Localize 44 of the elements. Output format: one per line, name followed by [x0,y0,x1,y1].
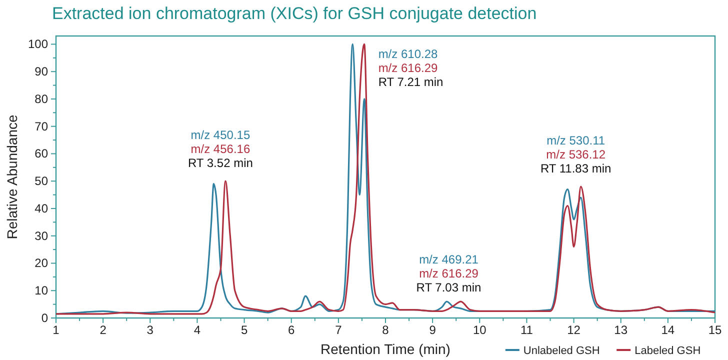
x-tick-label: 10 [472,323,487,337]
annotation: RT 7.21 min [378,75,444,90]
y-tick-label: 30 [34,228,48,243]
line-series [56,43,715,315]
x-tick-label: 12 [567,323,581,337]
annotation: m/z 469.21 [419,252,479,267]
annotation: m/z 616.29 [419,266,479,281]
y-tick-label: 100 [28,37,48,52]
y-tick-label: 20 [34,256,48,270]
annotation: m/z 456.16 [190,142,250,156]
x-tick-label: 4 [194,323,201,337]
annotation: RT 11.83 min [540,162,612,176]
annotation: m/z 530.11 [546,134,606,148]
legend-label: Unlabeled GSH [523,345,600,357]
y-tick-label: 90 [34,64,48,79]
x-tick-label: 8 [382,323,390,337]
x-tick-label: 3 [146,323,154,337]
x-tick-label: 15 [708,323,722,337]
y-tick-label: 70 [34,119,48,134]
annotation: RT 3.52 min [188,156,253,170]
x-tick-label: 1 [52,323,60,337]
y-axis-title: Relative Abundance [4,114,20,240]
annotation: m/z 616.29 [378,61,438,76]
x-tick-label: 7 [335,323,342,337]
annotation: m/z 610.28 [378,47,438,62]
y-tick-label: 0 [41,311,48,325]
x-tick-label: 11 [520,323,534,337]
x-tick-label: 13 [614,323,628,337]
y-tick-label: 60 [34,146,48,161]
x-axis-title: Retention Time (min) [320,341,450,357]
y-tick-label: 10 [34,284,48,298]
y-tick-label: 40 [34,201,48,216]
annotation: m/z 536.12 [546,148,606,162]
y-tick-label: 80 [34,92,48,106]
chart-title: Extracted ion chromatogram (XICs) for GSH conjugate detection [52,4,537,23]
x-tick-label: 5 [240,323,248,337]
x-tick-label: 9 [429,323,436,337]
x-tick-label: 14 [661,323,675,337]
annotation: RT 7.03 min [416,280,482,295]
x-tick-label: 6 [288,323,296,337]
y-tick-label: 50 [34,174,48,188]
legend-label: Labeled GSH [634,345,701,357]
annotation: m/z 450.15 [190,128,250,142]
x-tick-label: 2 [100,323,107,337]
